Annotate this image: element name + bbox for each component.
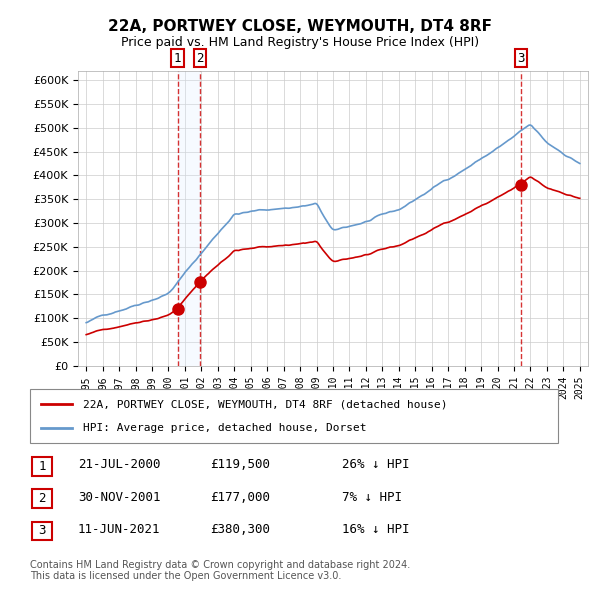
- Text: 3: 3: [38, 525, 46, 537]
- Text: 30-NOV-2001: 30-NOV-2001: [78, 491, 161, 504]
- FancyBboxPatch shape: [32, 457, 52, 476]
- Text: 11-JUN-2021: 11-JUN-2021: [78, 523, 161, 536]
- Text: £380,300: £380,300: [210, 523, 270, 536]
- Text: Price paid vs. HM Land Registry's House Price Index (HPI): Price paid vs. HM Land Registry's House …: [121, 36, 479, 49]
- Text: Contains HM Land Registry data © Crown copyright and database right 2024.
This d: Contains HM Land Registry data © Crown c…: [30, 559, 410, 581]
- Text: £119,500: £119,500: [210, 458, 270, 471]
- Text: 16% ↓ HPI: 16% ↓ HPI: [342, 523, 409, 536]
- Text: 21-JUL-2000: 21-JUL-2000: [78, 458, 161, 471]
- Text: 2: 2: [196, 52, 204, 65]
- Text: 1: 1: [38, 460, 46, 473]
- Text: 26% ↓ HPI: 26% ↓ HPI: [342, 458, 409, 471]
- Text: 1: 1: [174, 52, 181, 65]
- Bar: [178, 71, 200, 366]
- Text: 22A, PORTWEY CLOSE, WEYMOUTH, DT4 8RF: 22A, PORTWEY CLOSE, WEYMOUTH, DT4 8RF: [108, 19, 492, 34]
- Text: £177,000: £177,000: [210, 491, 270, 504]
- Text: HPI: Average price, detached house, Dorset: HPI: Average price, detached house, Dors…: [83, 422, 366, 432]
- Text: 22A, PORTWEY CLOSE, WEYMOUTH, DT4 8RF (detached house): 22A, PORTWEY CLOSE, WEYMOUTH, DT4 8RF (d…: [83, 399, 448, 409]
- FancyBboxPatch shape: [30, 389, 558, 442]
- Text: 3: 3: [517, 52, 525, 65]
- Text: 7% ↓ HPI: 7% ↓ HPI: [342, 491, 402, 504]
- FancyBboxPatch shape: [32, 522, 52, 540]
- Text: 2: 2: [38, 492, 46, 505]
- FancyBboxPatch shape: [32, 489, 52, 508]
